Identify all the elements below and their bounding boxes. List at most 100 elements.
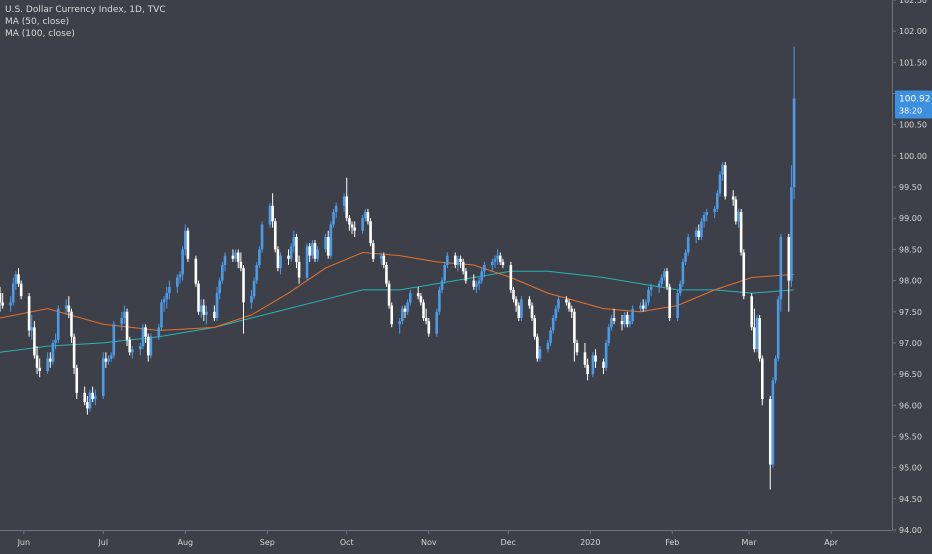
candle-body (160, 302, 163, 328)
candle (546, 339, 550, 353)
candle (435, 308, 439, 337)
candle-body (737, 212, 740, 222)
candle (305, 243, 309, 281)
candle-body (509, 265, 513, 290)
candle-body (181, 249, 184, 275)
candle (9, 296, 12, 312)
candle-body (72, 336, 76, 368)
candle (260, 221, 264, 253)
candle-body (120, 318, 124, 325)
candle (131, 346, 134, 359)
candle (594, 349, 597, 368)
candle (311, 240, 314, 259)
candle-body (549, 330, 552, 343)
candle-body (668, 286, 671, 318)
candle (178, 271, 182, 284)
candle-body (387, 283, 391, 306)
candle-body (91, 392, 94, 400)
candle-body (70, 311, 73, 337)
candle (231, 249, 235, 262)
candle-body (295, 236, 298, 262)
candle-body (271, 205, 274, 222)
candle-body (771, 380, 775, 465)
candle-body (546, 342, 550, 350)
candle (348, 215, 351, 231)
candle-body (419, 296, 423, 303)
candle-body (353, 227, 356, 231)
candle-body (183, 230, 187, 250)
candle (218, 277, 221, 300)
candle-body (570, 308, 574, 312)
x-tick-label: Feb (665, 538, 679, 547)
candle (109, 352, 113, 362)
candle-body (197, 283, 200, 312)
candle-body (1, 302, 4, 306)
candle (234, 249, 237, 262)
candle (509, 261, 513, 294)
candle (459, 255, 462, 269)
candle (382, 252, 386, 269)
candle-body (461, 261, 465, 272)
y-tick-label: 100.50 (899, 121, 927, 130)
candle-body (583, 352, 587, 365)
candle-body (753, 327, 756, 350)
candle-body (297, 261, 301, 278)
candle (48, 352, 52, 368)
candle (88, 389, 92, 412)
candle-body (334, 205, 338, 212)
candle-body (17, 274, 20, 284)
candle (591, 352, 595, 378)
candle (557, 296, 560, 312)
candle-body (768, 399, 772, 465)
candle-body (86, 402, 89, 409)
candle-body (326, 236, 330, 256)
candle-body (604, 342, 608, 368)
candle-body (390, 305, 394, 325)
candle-body (83, 392, 87, 403)
candle (30, 314, 34, 340)
candle-body (520, 299, 523, 318)
candle (128, 336, 131, 356)
y-tick-label: 95.50 (899, 432, 922, 441)
candle-body (255, 265, 259, 281)
y-tick-label: 102.00 (899, 27, 927, 36)
candle (205, 305, 208, 325)
y-tick-label: 97.00 (899, 339, 922, 348)
candle-body (408, 293, 412, 303)
candle (353, 221, 356, 237)
candle-body (681, 261, 685, 284)
candle-body (223, 255, 227, 265)
candle (287, 249, 290, 265)
candle (255, 261, 259, 284)
candle-body (755, 318, 759, 350)
candle (440, 277, 444, 294)
candle-body (776, 299, 780, 359)
candle (403, 305, 407, 318)
candle-body (19, 283, 23, 297)
candle-body (477, 280, 481, 284)
candle (308, 243, 311, 262)
candle-body (168, 286, 171, 294)
candle-body (239, 261, 243, 269)
candle-body (787, 236, 791, 281)
candle (491, 258, 494, 272)
candle (345, 177, 349, 222)
y-tick-label: 94.00 (899, 526, 922, 535)
candle (401, 305, 404, 325)
candle (70, 308, 73, 343)
candle (604, 339, 608, 371)
candle (684, 249, 687, 265)
candle (520, 296, 523, 322)
candle-body (464, 271, 468, 281)
candle-body (112, 324, 116, 356)
candle-body (501, 261, 505, 265)
candle-body (35, 355, 39, 368)
candle (453, 252, 457, 269)
candle-body (141, 327, 145, 347)
candle (761, 355, 764, 406)
candle (565, 296, 568, 306)
candle (723, 162, 727, 200)
candle-body (350, 224, 354, 228)
